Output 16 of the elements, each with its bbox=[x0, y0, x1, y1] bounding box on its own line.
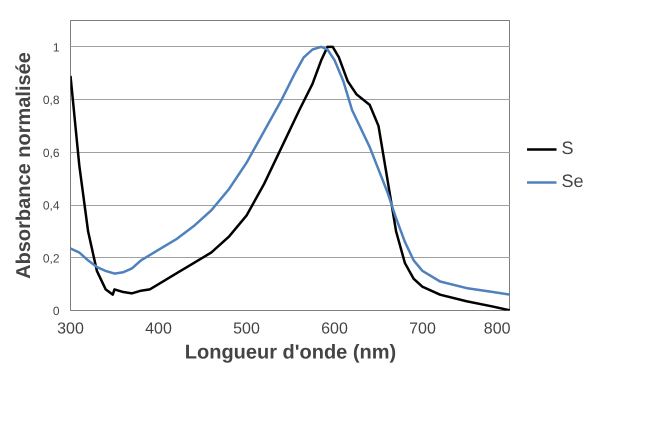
x-tick-label: 500 bbox=[233, 320, 260, 338]
y-tick-label: 1 bbox=[52, 40, 60, 54]
y-tick-label: 0,2 bbox=[42, 251, 60, 266]
x-axis-title: Longueur d'onde (nm) bbox=[184, 342, 396, 364]
x-tick-label: 300 bbox=[57, 320, 84, 338]
y-tick-label: 0 bbox=[52, 304, 60, 318]
x-tick-label: 700 bbox=[409, 320, 436, 338]
x-tick-label: 400 bbox=[145, 320, 172, 338]
legend-label: S bbox=[561, 138, 574, 159]
y-tick-label: 0,6 bbox=[42, 146, 60, 160]
y-tick-label: 0,4 bbox=[42, 198, 60, 213]
x-tick-label: 600 bbox=[321, 320, 348, 338]
y-axis-title: Absorbance normalisée bbox=[12, 52, 35, 279]
y-tick-label: 0,8 bbox=[42, 93, 60, 108]
x-tick-label: 800 bbox=[484, 320, 511, 338]
legend-label: Se bbox=[561, 171, 584, 192]
